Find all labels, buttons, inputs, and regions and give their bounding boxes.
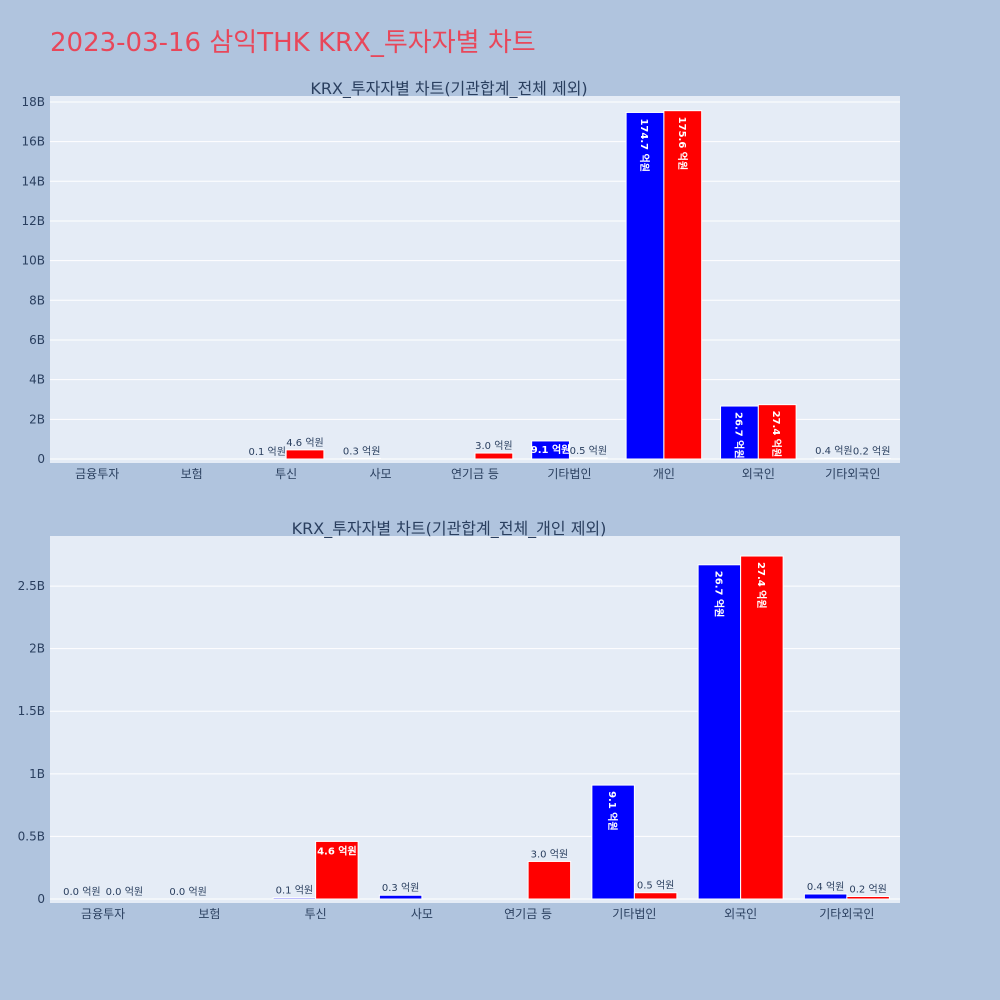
bar[interactable]: [720, 405, 759, 460]
x-tick-label: 투신: [275, 467, 297, 481]
bar[interactable]: [697, 564, 742, 900]
bar[interactable]: [633, 892, 678, 900]
chart-title-bottom: KRX_투자자별 차트(기관합계_전체_개인 제외): [292, 519, 607, 539]
data-label: 4.6 억원: [317, 844, 357, 857]
data-label: 3.0 억원: [531, 848, 568, 860]
bar[interactable]: [663, 110, 703, 460]
x-tick-label: 연기금 등: [504, 907, 552, 921]
data-label: 0.3 억원: [343, 445, 380, 457]
x-tick-label: 사모: [370, 467, 392, 481]
bar[interactable]: [568, 457, 608, 460]
bar[interactable]: [625, 111, 665, 460]
bar[interactable]: [342, 457, 382, 460]
data-label: 0.3 억원: [382, 882, 419, 894]
data-label: 0.1 억원: [248, 446, 285, 458]
x-tick-label: 연기금 등: [451, 467, 499, 481]
x-tick-label: 사모: [411, 907, 433, 921]
bar[interactable]: [272, 897, 317, 900]
x-tick-label: 기타외국인: [825, 467, 880, 481]
bar[interactable]: [846, 895, 890, 900]
bar[interactable]: [591, 784, 635, 900]
y-tick-label: 12B: [21, 214, 45, 228]
x-tick-label: 개인: [653, 467, 675, 481]
data-label: 0.0 억원: [63, 886, 100, 898]
data-label: 26.7 억원: [732, 412, 745, 459]
data-label: 0.2 억원: [853, 446, 890, 458]
x-tick-label: 금융투자: [75, 467, 119, 481]
data-label: 174.7 억원: [638, 118, 651, 172]
data-label: 4.6 억원: [286, 437, 323, 449]
data-label: 26.7 억원: [712, 571, 725, 618]
data-label: 0.0 억원: [106, 886, 143, 898]
data-label: 9.1 억원: [606, 791, 619, 831]
y-tick-label: 18B: [21, 95, 45, 109]
data-label: 0.5 억원: [570, 445, 607, 457]
bar[interactable]: [803, 893, 848, 900]
y-tick-label: 2B: [29, 412, 45, 426]
data-label: 27.4 억원: [770, 411, 783, 458]
y-tick-label: 0: [37, 452, 45, 466]
x-tick-label: 금융투자: [81, 907, 125, 921]
data-label: 0.0 억원: [169, 886, 206, 898]
chart-top: KRX_투자자별 차트(기관합계_전체 제외) 0 2B 4B 6B 8B 10B 12B 14…: [21, 79, 900, 481]
bar[interactable]: [474, 452, 514, 460]
data-label: 0.1 억원: [276, 885, 313, 897]
data-label: 9.1 억원: [531, 443, 571, 456]
x-tick-label: 외국인: [724, 907, 757, 921]
x-tick-label: 보험: [198, 907, 220, 921]
x-tick-label: 기타법인: [547, 467, 591, 481]
x-tick-label: 투신: [305, 907, 327, 921]
x-tick-label: 보험: [181, 467, 203, 481]
bar[interactable]: [285, 449, 325, 460]
page-title: 2023-03-16 삼익THK KRX_투자자별 차트: [50, 28, 536, 58]
data-label: 0.4 억원: [815, 445, 852, 457]
y-tick-label: 0.5B: [18, 829, 45, 843]
data-label: 0.4 억원: [807, 881, 844, 893]
bar[interactable]: [740, 555, 784, 900]
data-label: 0.2 억원: [849, 883, 886, 895]
data-label: 0.5 억원: [637, 880, 674, 892]
x-tick-label: 외국인: [742, 467, 775, 481]
bar[interactable]: [315, 840, 359, 900]
y-tick-label: 1.5B: [18, 704, 45, 718]
x-tick-label: 기타외국인: [819, 907, 874, 921]
plot-area-top: [50, 96, 900, 463]
y-tick-label: 14B: [21, 174, 45, 188]
chart-title-top: KRX_투자자별 차트(기관합계_전체 제외): [310, 79, 587, 99]
data-label: 175.6 억원: [676, 117, 689, 171]
y-tick-label: 6B: [29, 333, 45, 347]
y-tick-label: 4B: [29, 373, 45, 387]
bar[interactable]: [814, 457, 854, 460]
y-tick-label: 0: [37, 892, 45, 906]
y-tick-label: 2.5B: [18, 579, 45, 593]
y-tick-label: 10B: [21, 254, 45, 268]
bar[interactable]: [757, 404, 797, 460]
bar[interactable]: [527, 860, 572, 900]
y-tick-label: 16B: [21, 135, 45, 149]
data-label: 3.0 억원: [475, 440, 512, 452]
data-label: 27.4 억원: [755, 562, 768, 609]
x-tick-label: 기타법인: [612, 907, 656, 921]
y-tick-label: 2B: [29, 642, 45, 656]
bar[interactable]: [531, 440, 570, 460]
chart-bottom: KRX_투자자별 차트(기관합계_전체_개인 제외) 0 0.5B 1B 1.5B 2B 2…: [18, 519, 900, 921]
y-tick-label: 8B: [29, 293, 45, 307]
y-tick-label: 1B: [29, 767, 45, 781]
bar[interactable]: [378, 894, 423, 900]
